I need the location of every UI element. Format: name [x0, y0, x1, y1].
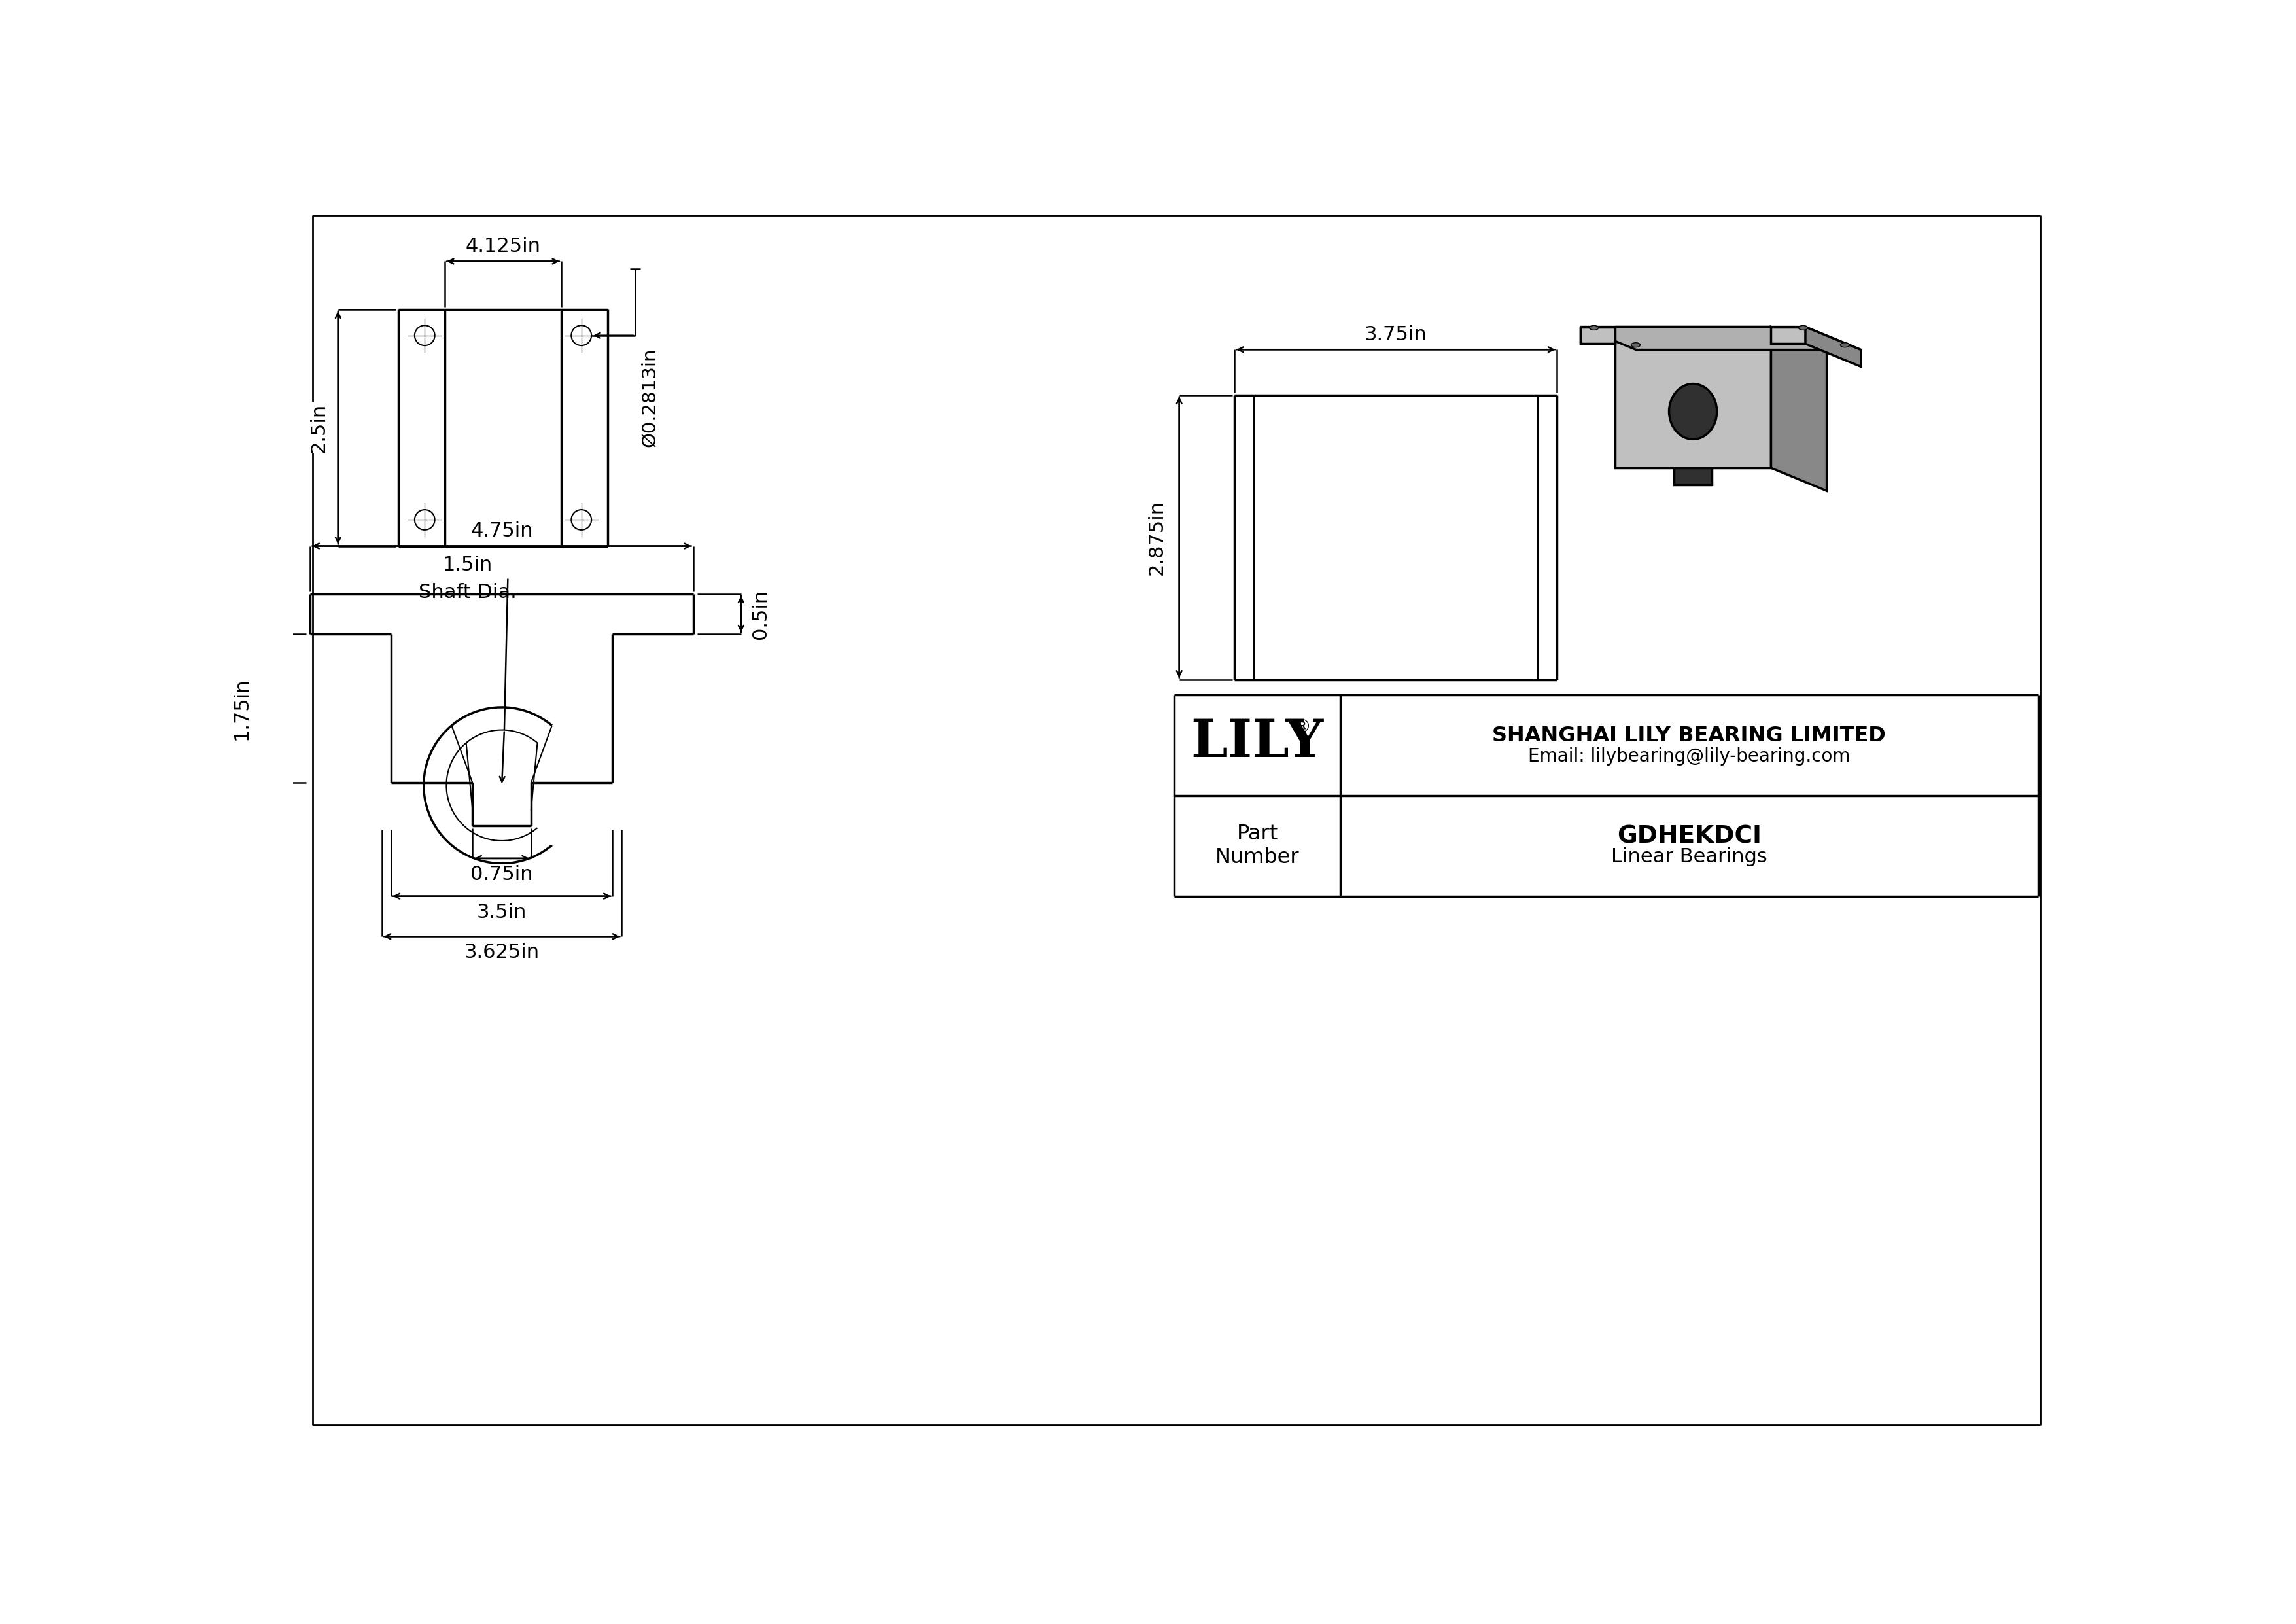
Text: 2.875in: 2.875in: [1148, 500, 1166, 575]
Polygon shape: [1580, 326, 1614, 344]
Text: 4.125in: 4.125in: [466, 237, 540, 255]
Ellipse shape: [1841, 343, 1851, 348]
Ellipse shape: [1669, 383, 1717, 438]
Text: 1.5in: 1.5in: [443, 555, 491, 575]
Text: 3.5in: 3.5in: [478, 903, 526, 922]
Ellipse shape: [1798, 325, 1807, 330]
Text: Part
Number: Part Number: [1215, 823, 1300, 867]
Polygon shape: [1580, 326, 1862, 349]
Ellipse shape: [1630, 343, 1639, 348]
Polygon shape: [1805, 326, 1862, 367]
Polygon shape: [1614, 326, 1770, 468]
Polygon shape: [1770, 326, 1828, 490]
Text: Linear Bearings: Linear Bearings: [1612, 848, 1768, 866]
Ellipse shape: [1589, 325, 1598, 330]
Text: Ø0.2813in: Ø0.2813in: [641, 348, 659, 447]
Text: 1.75in: 1.75in: [232, 677, 250, 741]
Text: SHANGHAI LILY BEARING LIMITED: SHANGHAI LILY BEARING LIMITED: [1492, 726, 1885, 745]
Text: LILY: LILY: [1192, 718, 1325, 768]
Text: 3.75in: 3.75in: [1364, 325, 1428, 344]
Text: ®: ®: [1293, 718, 1311, 737]
Polygon shape: [1614, 326, 1828, 349]
Polygon shape: [1674, 468, 1713, 486]
Polygon shape: [1770, 326, 1805, 344]
Text: 4.75in: 4.75in: [471, 521, 533, 541]
Text: GDHEKDCI: GDHEKDCI: [1616, 825, 1761, 848]
Text: Shaft Dia.: Shaft Dia.: [418, 583, 517, 603]
Text: 0.5in: 0.5in: [751, 590, 769, 638]
Text: 2.5in: 2.5in: [310, 403, 328, 453]
Text: 3.625in: 3.625in: [464, 944, 540, 961]
Text: Email: lilybearing@lily-bearing.com: Email: lilybearing@lily-bearing.com: [1529, 747, 1851, 765]
Text: 0.75in: 0.75in: [471, 866, 533, 883]
